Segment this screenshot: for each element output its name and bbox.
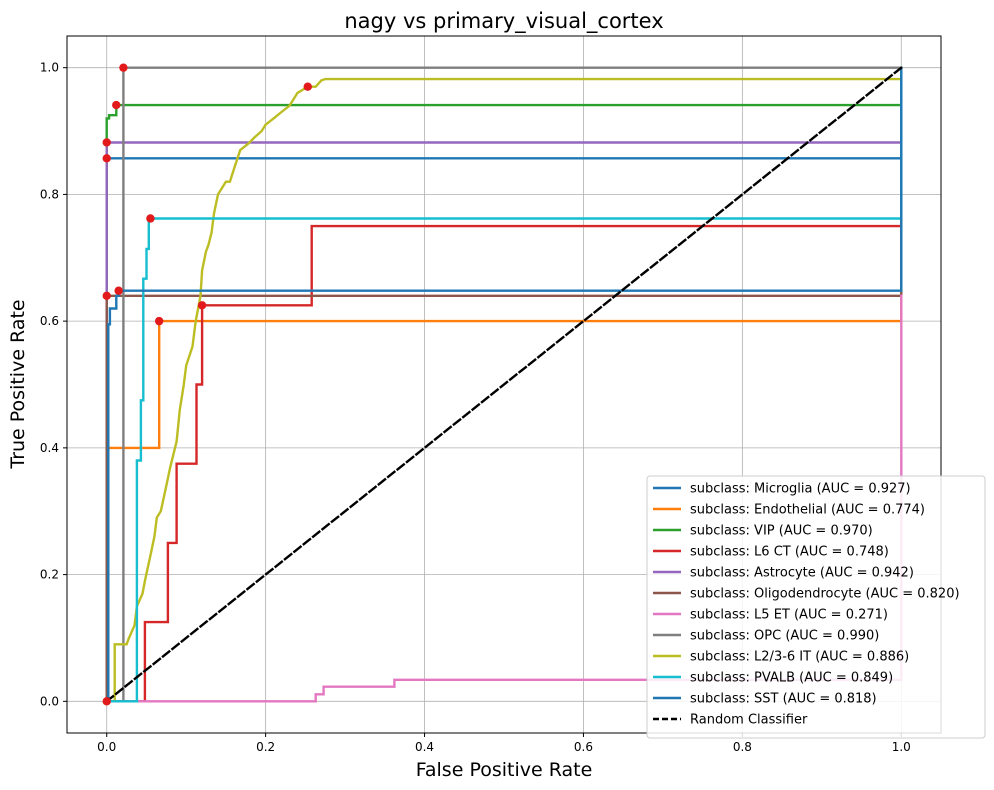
- legend-label: subclass: L5 ET (AUC = 0.271): [690, 608, 888, 623]
- x-tick-label: 0.8: [733, 740, 752, 754]
- series-line: [105, 66, 903, 703]
- series-group: [105, 66, 903, 703]
- legend-label: subclass: L2/3-6 IT (AUC = 0.886): [690, 650, 909, 665]
- threshold-marker: [303, 82, 312, 91]
- y-tick-label: 0.6: [40, 314, 59, 328]
- y-tick-label: 0.2: [40, 568, 59, 582]
- chart-title: nagy vs primary_visual_cortex: [344, 9, 663, 34]
- x-axis-label: False Positive Rate: [416, 759, 593, 781]
- legend-label: subclass: L6 CT (AUC = 0.748): [690, 545, 889, 560]
- legend-label: subclass: SST (AUC = 0.818): [690, 692, 877, 707]
- series-line: [105, 66, 903, 703]
- threshold-marker: [119, 63, 128, 72]
- threshold-marker: [102, 291, 111, 300]
- legend-box: [646, 475, 986, 739]
- legend-label: Random Classifier: [690, 713, 808, 728]
- plot-frame: [66, 35, 942, 734]
- x-tick-label: 1.0: [892, 740, 911, 754]
- y-tick-label: 0.4: [40, 441, 59, 455]
- x-tick-label: 0.4: [415, 740, 434, 754]
- y-tick-label: 0.0: [40, 694, 59, 708]
- threshold-marker: [112, 100, 121, 110]
- marker-group: [102, 63, 312, 706]
- y-tick-label: 0.8: [40, 187, 59, 201]
- threshold-marker: [146, 214, 155, 223]
- x-tick-label: 0.2: [256, 740, 275, 754]
- threshold-marker: [114, 286, 123, 295]
- origin-marker: [102, 697, 111, 706]
- legend-label: subclass: Microglia (AUC = 0.927): [690, 482, 911, 497]
- threshold-marker: [154, 316, 164, 326]
- legend-label: subclass: Endothelial (AUC = 0.774): [690, 503, 925, 518]
- threshold-marker: [102, 154, 111, 163]
- y-tick-label: 1.0: [40, 61, 59, 75]
- legend-label: subclass: Astrocyte (AUC = 0.942): [690, 566, 914, 581]
- legend-label: subclass: PVALB (AUC = 0.849): [690, 671, 893, 686]
- x-tick-label: 0.6: [574, 740, 593, 754]
- y-axis-label: True Positive Rate: [7, 299, 29, 469]
- series-line: [105, 66, 903, 703]
- legend: subclass: Microglia (AUC = 0.927) subclas…: [646, 475, 986, 739]
- threshold-marker: [197, 301, 207, 310]
- series-line: [105, 66, 903, 703]
- legend-label: subclass: Oligodendrocyte (AUC = 0.820): [690, 587, 960, 602]
- legend-label: subclass: OPC (AUC = 0.990): [690, 629, 879, 644]
- threshold-marker: [102, 138, 111, 147]
- series-line: [105, 66, 903, 703]
- x-tick-label: 0.0: [97, 740, 116, 754]
- legend-label: subclass: VIP (AUC = 0.970): [690, 524, 873, 539]
